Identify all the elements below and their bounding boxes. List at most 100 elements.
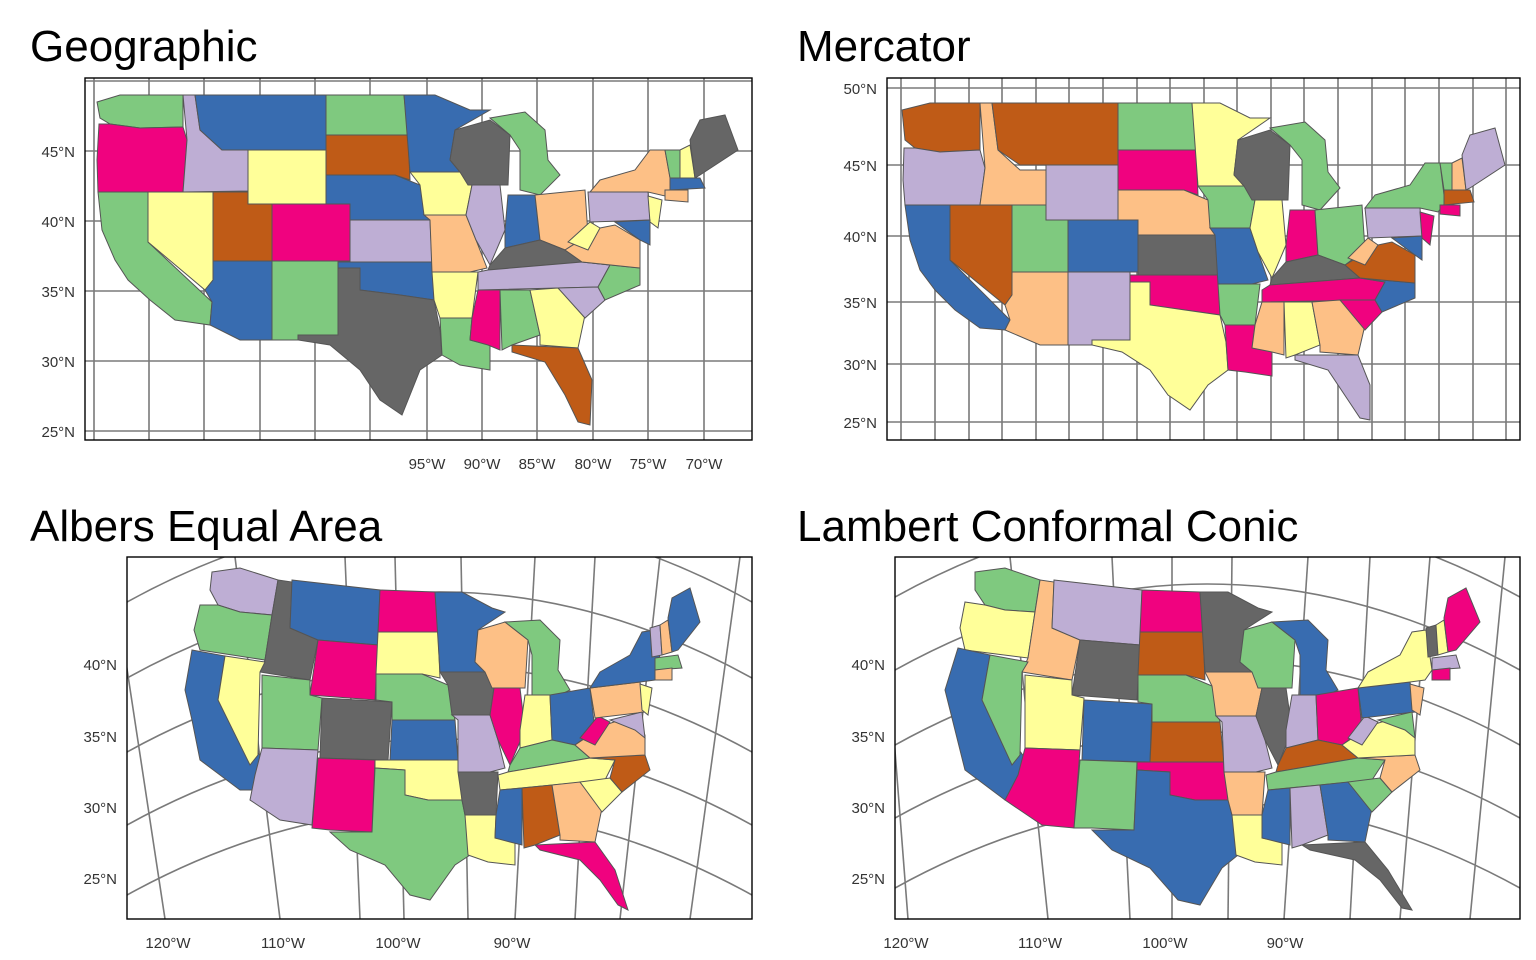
state-kansas [1137, 234, 1219, 276]
state-florida [533, 841, 629, 911]
state-maryland [613, 219, 651, 246]
state-new-jersey [1419, 211, 1435, 246]
map-panel-geographic: 45°N 40°N 35°N 30°N 25°N 95°W 90°W 85°W … [41, 77, 753, 473]
state-indiana [1285, 209, 1319, 263]
map-panel-albers: 40°N 35°N 30°N 25°N 120°W 110°W 100°W 90… [83, 556, 753, 952]
lon-label: 120°W [145, 935, 191, 952]
state-florida [1294, 354, 1371, 421]
state-maine [1443, 587, 1481, 653]
state-illinois [1255, 687, 1293, 767]
lon-label: 90°W [1267, 935, 1305, 952]
state-west-virginia [1347, 237, 1379, 266]
state-maryland [1376, 711, 1416, 740]
state-alabama [1283, 301, 1321, 359]
map-panel-mercator: 50°N 45°N 40°N 35°N 30°N 25°N [843, 77, 1521, 441]
state-pennsylvania [1364, 207, 1423, 239]
lon-label: 110°W [1018, 935, 1063, 952]
frame-albers [126, 556, 753, 920]
frame-lambert [894, 556, 1521, 920]
panel-title-albers: Albers Equal Area [30, 502, 383, 551]
frame-mercator [886, 77, 1521, 441]
lat-label: 40°N [843, 229, 877, 246]
state-arkansas [457, 771, 499, 816]
state-new-jersey [647, 195, 663, 229]
lat-label: 40°N [83, 657, 117, 674]
map-panel-lambert: 40°N 35°N 30°N 25°N 120°W 110°W 100°W 90… [851, 556, 1521, 952]
state-north-dakota [377, 589, 439, 633]
state-south-dakota [1137, 631, 1206, 681]
state-north-dakota [325, 94, 409, 136]
state-connecticut [664, 189, 689, 203]
panel-title-geographic: Geographic [30, 22, 258, 71]
lat-label: 30°N [843, 357, 877, 374]
lon-label: 120°W [883, 935, 929, 952]
state-maine [667, 587, 701, 653]
lat-label: 30°N [851, 800, 885, 817]
state-washington [901, 102, 981, 153]
state-florida [511, 344, 593, 426]
lon-label: 95°W [409, 456, 447, 473]
state-illinois [1249, 199, 1287, 280]
state-maryland [1390, 235, 1423, 261]
frame-geographic [84, 77, 753, 441]
state-maine [689, 114, 739, 179]
state-south-dakota [325, 134, 411, 181]
lon-label: 70°W [686, 456, 724, 473]
state-new-jersey [639, 683, 653, 716]
state-oregon [902, 147, 986, 206]
states-mercator [901, 102, 1506, 421]
lat-label: 45°N [843, 158, 877, 175]
state-colorado [319, 697, 393, 761]
state-north-dakota [1139, 589, 1204, 633]
lat-label: 35°N [843, 295, 877, 312]
lat-label: 30°N [83, 800, 117, 817]
state-wyoming [1045, 164, 1119, 221]
states-lambert [944, 567, 1481, 911]
lon-label: 100°W [375, 935, 421, 952]
lon-label: 80°W [575, 456, 613, 473]
state-connecticut [1431, 667, 1451, 681]
state-nevada [217, 655, 266, 766]
lon-label: 110°W [261, 935, 306, 952]
state-arizona [1004, 271, 1069, 346]
state-new-jersey [1409, 683, 1425, 716]
state-west-virginia [1347, 715, 1379, 746]
state-illinois [465, 184, 506, 267]
state-texas [1090, 769, 1239, 906]
state-arizona [1004, 747, 1081, 829]
state-kansas [389, 719, 459, 761]
lat-label: 40°N [41, 214, 75, 231]
state-arkansas [1217, 283, 1261, 326]
states-geographic [96, 94, 739, 426]
state-south-dakota [1117, 149, 1199, 196]
lat-label: 25°N [83, 871, 117, 888]
lon-label: 100°W [1142, 935, 1188, 952]
state-maryland [608, 711, 646, 740]
state-new-mexico [1067, 271, 1131, 346]
state-washington [96, 94, 184, 129]
state-mississippi [494, 787, 523, 846]
state-nevada [981, 654, 1029, 766]
state-wyoming [1071, 639, 1141, 701]
lat-label: 25°N [41, 424, 75, 441]
state-texas [1091, 281, 1229, 411]
state-texas [328, 767, 471, 901]
state-new-york [1357, 629, 1433, 689]
state-arkansas [1223, 771, 1266, 816]
state-west-virginia [567, 221, 601, 251]
lon-label: 75°W [630, 456, 668, 473]
state-new-mexico [1073, 759, 1138, 831]
state-alabama [1289, 784, 1329, 849]
state-texas [297, 267, 443, 416]
state-michigan [1268, 121, 1341, 211]
state-new-york [588, 149, 673, 197]
lat-label: 40°N [851, 657, 885, 674]
state-alabama [521, 784, 561, 849]
state-north-dakota [1117, 102, 1197, 151]
state-montana [194, 94, 327, 151]
state-colorado [1081, 699, 1153, 763]
state-west-virginia [579, 715, 611, 746]
state-kansas [1149, 721, 1225, 763]
lon-label: 85°W [519, 456, 557, 473]
